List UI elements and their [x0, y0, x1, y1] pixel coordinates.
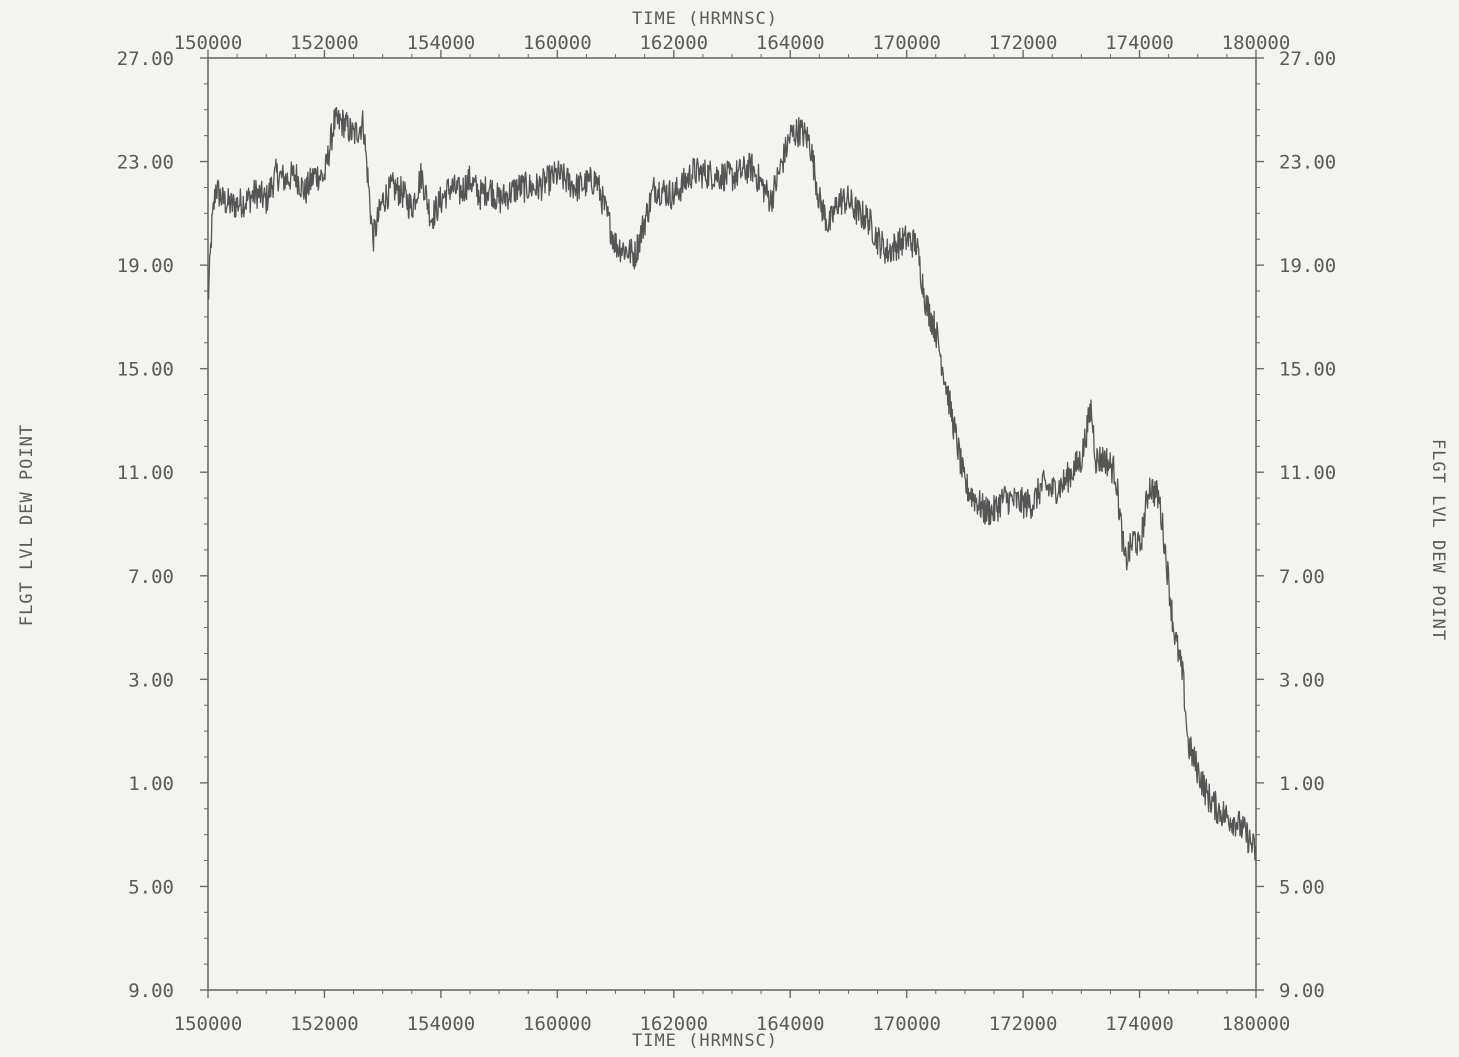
- x-tick-label-bottom: 180000: [1222, 1013, 1291, 1035]
- plot-frame: [207, 57, 1257, 991]
- x-tick-label-top: 154000: [407, 32, 476, 54]
- y-tick-label-right: 5.00: [1279, 876, 1325, 898]
- y-tick-label-right: 3.00: [1279, 669, 1325, 691]
- x-tick-label-top: 164000: [756, 32, 825, 54]
- y-tick-label-left: 7.00: [128, 566, 174, 588]
- y-tick-label-left: 19.00: [117, 255, 174, 277]
- y-tick-label-left: 9.00: [128, 980, 174, 1002]
- y-tick-label-left: 3.00: [128, 669, 174, 691]
- x-tick-label-bottom: 172000: [989, 1013, 1058, 1035]
- x-tick-label-top: 174000: [1105, 32, 1174, 54]
- x-tick-label-bottom: 164000: [756, 1013, 825, 1035]
- x-tick-label-bottom: 170000: [872, 1013, 941, 1035]
- y-axis-title-left: FLGT LVL DEW POINT: [17, 424, 37, 626]
- y-tick-label-right: 15.00: [1279, 359, 1336, 381]
- y-tick-label-left: 23.00: [117, 152, 174, 174]
- y-axis-title-right: FLGT LVL DEW POINT: [1428, 439, 1448, 641]
- y-tick-label-right: 19.00: [1279, 255, 1336, 277]
- x-tick-label-top: 162000: [639, 32, 708, 54]
- x-tick-label-top: 170000: [872, 32, 941, 54]
- x-tick-label-bottom: 150000: [174, 1013, 243, 1035]
- y-tick-label-left: 27.00: [117, 48, 174, 70]
- x-tick-label-bottom: 154000: [407, 1013, 476, 1035]
- y-tick-label-left: 15.00: [117, 359, 174, 381]
- x-tick-label-top: 172000: [989, 32, 1058, 54]
- x-axis-title-top: TIME (HRMNSC): [632, 9, 778, 29]
- x-tick-label-top: 150000: [174, 32, 243, 54]
- x-tick-label-bottom: 174000: [1105, 1013, 1174, 1035]
- y-tick-label-right: 9.00: [1279, 980, 1325, 1002]
- x-axis-title-bottom: TIME (HRMNSC): [632, 1031, 778, 1051]
- x-tick-label-bottom: 152000: [290, 1013, 359, 1035]
- y-tick-label-right: 7.00: [1279, 566, 1325, 588]
- x-tick-label-bottom: 160000: [523, 1013, 592, 1035]
- x-tick-label-top: 152000: [290, 32, 359, 54]
- dew-point-series-line: [207, 106, 1257, 861]
- x-tick-label-top: 160000: [523, 32, 592, 54]
- y-tick-label-right: 27.00: [1279, 48, 1336, 70]
- y-tick-label-left: 5.00: [128, 876, 174, 898]
- y-tick-label-right: 11.00: [1279, 462, 1336, 484]
- x-tick-label-bottom: 162000: [639, 1013, 708, 1035]
- y-tick-label-left: 11.00: [117, 462, 174, 484]
- y-tick-label-left: 1.00: [128, 773, 174, 795]
- y-tick-label-right: 1.00: [1279, 773, 1325, 795]
- x-tick-label-top: 180000: [1222, 32, 1291, 54]
- y-tick-label-right: 23.00: [1279, 152, 1336, 174]
